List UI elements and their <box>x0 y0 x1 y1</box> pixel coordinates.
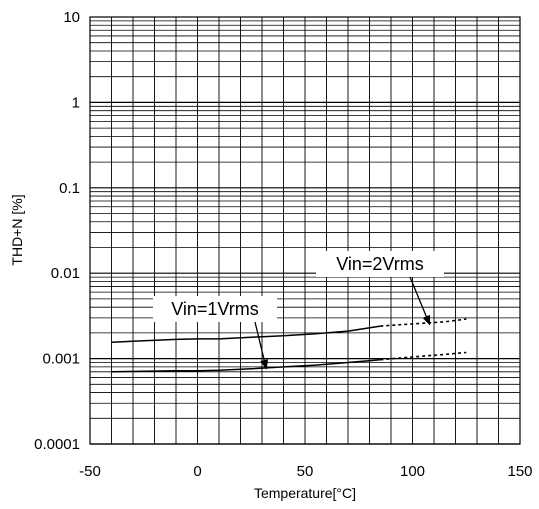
annotation-box <box>153 296 277 322</box>
y-tick-label: 0.01 <box>51 265 80 282</box>
y-tick-label: 0.1 <box>59 180 80 197</box>
y-axis-label: THD+N [%] <box>9 194 25 265</box>
annotation-label: Vin=2Vrms <box>336 254 424 274</box>
grid-lines <box>90 17 520 445</box>
x-tick-label: 0 <box>193 463 201 480</box>
tick-labels: -50 0 50 100 150 0.0001 0.001 0.01 0.1 1 10 <box>34 9 532 480</box>
y-tick-label: 0.001 <box>42 351 80 368</box>
y-tick-label: 10 <box>63 9 80 26</box>
series-line-solid <box>111 358 381 373</box>
annotation-arrow <box>254 321 269 370</box>
x-axis-label: Temperature[°C] <box>254 485 356 501</box>
series-layer <box>111 318 467 373</box>
annotation-arrow <box>409 276 431 326</box>
y-tick-label: 1 <box>72 94 80 111</box>
y-tick-label: 0.0001 <box>34 436 80 453</box>
x-tick-label: 100 <box>400 463 425 480</box>
x-tick-label: 150 <box>507 463 532 480</box>
annotations: Vin=2Vrms Vin=1Vrms <box>153 251 444 370</box>
series-line-solid <box>111 325 381 344</box>
plot-frame <box>89 16 521 445</box>
series-line-dashed <box>380 351 467 361</box>
series-line-dashed <box>380 318 467 327</box>
annotation-box <box>316 251 444 277</box>
x-tick-label: 50 <box>297 463 314 480</box>
x-tick-label: -50 <box>79 463 101 480</box>
annotation-label: Vin=1Vrms <box>171 299 259 319</box>
